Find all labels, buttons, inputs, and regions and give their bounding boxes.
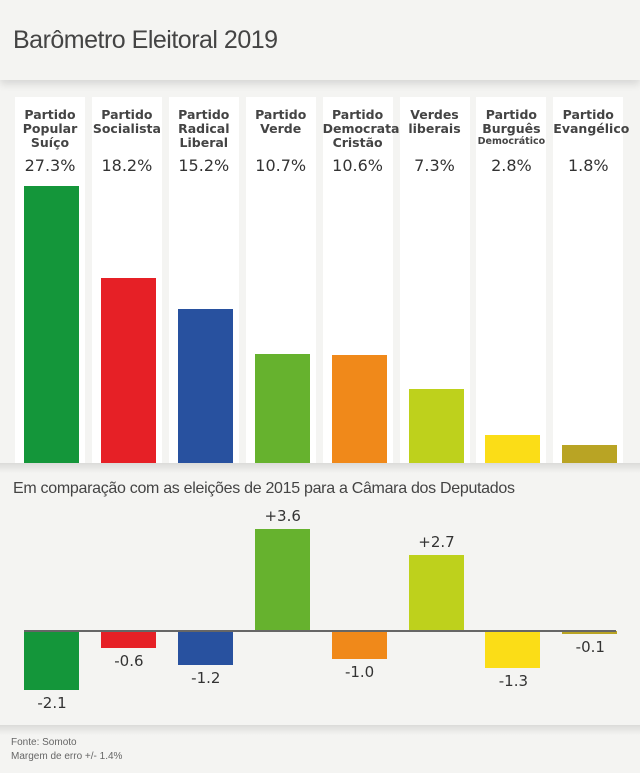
party-percent-label: 2.8%: [491, 156, 532, 175]
party-label: Partido Verde: [255, 107, 307, 136]
party-label: Partido Burguês Democrático: [477, 107, 546, 148]
change-value-label: -2.1: [37, 694, 67, 713]
zero-baseline: [24, 630, 616, 632]
poll-bar: [562, 444, 618, 463]
party-percent-label: 7.3%: [414, 156, 455, 175]
poll-bar: [24, 186, 79, 463]
party-column: Partido Burguês Democrático 2.8%: [476, 97, 547, 463]
change-bar: [177, 631, 233, 665]
party-label: Partido Socialista: [92, 107, 161, 136]
party-percent-label: 10.7%: [255, 156, 307, 175]
change-bar: [331, 631, 387, 660]
change-bar: [408, 554, 464, 631]
change-bar: [254, 529, 310, 631]
poll-bar: [177, 308, 233, 463]
change-value-label: -0.1: [575, 637, 605, 656]
poll-bar: [331, 355, 387, 463]
page-title: Barômetro Eleitoral 2019: [13, 26, 278, 54]
party-column: Partido Evangélico 1.8%: [553, 97, 630, 463]
change-bar: [485, 631, 541, 668]
change-value-label: -1.0: [344, 663, 375, 682]
poll-bar: [254, 354, 310, 463]
party-percent-label: 18.2%: [101, 156, 153, 175]
poll-bar: [408, 388, 464, 463]
party-label: Verdes liberais: [408, 107, 461, 136]
party-label: Partido Popular Suíço: [22, 107, 78, 150]
margin-note: Margem de erro +/- 1.4%: [11, 751, 123, 762]
party-percent-label: 15.2%: [178, 156, 230, 175]
poll-bar: [485, 434, 541, 463]
party-percent-label: 1.8%: [567, 156, 609, 175]
change-value-label: +3.6: [264, 507, 301, 526]
party-label: Partido Radical Liberal: [178, 107, 230, 150]
party-percent-label: 27.3%: [24, 156, 76, 175]
header: Barômetro Eleitoral 2019: [0, 0, 640, 80]
lower-shadow: [0, 725, 640, 735]
change-bar: [562, 631, 618, 634]
change-chart-title: Em comparação com as eleições de 2015 pa…: [13, 480, 515, 497]
party-label: Partido Evangélico: [553, 107, 630, 136]
change-value-label: +2.7: [418, 532, 455, 551]
party-label: Partido Democrata Cristão: [322, 107, 400, 150]
source-note: Fonte: Somoto: [11, 737, 77, 748]
change-bar: [100, 631, 156, 648]
change-bar: [24, 631, 79, 691]
change-value-label: -1.3: [498, 671, 529, 690]
party-percent-label: 10.6%: [332, 156, 383, 175]
footer: Fonte: Somoto Margem de erro +/- 1.4%: [11, 736, 122, 764]
change-value-label: -1.2: [191, 668, 221, 687]
poll-bar: [100, 278, 156, 463]
panel-shadow: [0, 463, 640, 473]
change-value-label: -0.6: [114, 651, 144, 670]
